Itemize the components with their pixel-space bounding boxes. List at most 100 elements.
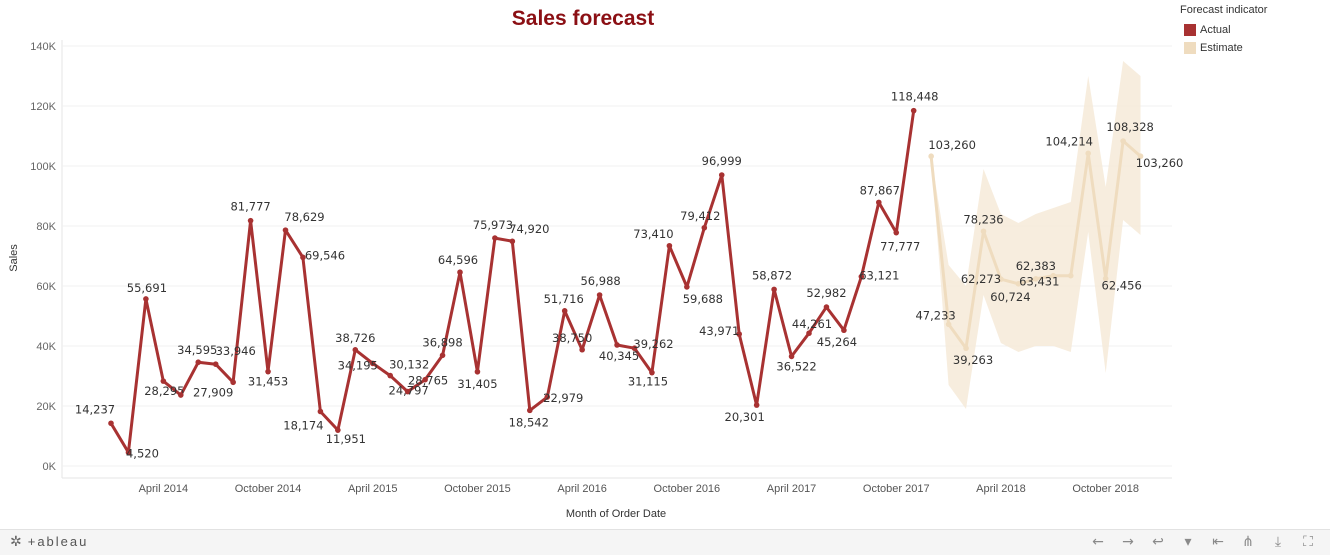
- estimate-point: [1120, 138, 1126, 144]
- actual-point: [457, 269, 463, 276]
- y-tick-label: 140K: [30, 41, 56, 53]
- actual-point: [876, 199, 882, 206]
- actual-point: [265, 368, 271, 375]
- actual-data-label: 118,448: [891, 90, 939, 104]
- actual-point: [718, 172, 725, 178]
- x-tick-label: October 2018: [1072, 483, 1139, 495]
- estimate-point: [1137, 153, 1144, 160]
- actual-data-label: 36,898: [422, 335, 462, 349]
- actual-data-label: 31,405: [457, 377, 497, 391]
- actual-point: [212, 361, 219, 367]
- actual-data-label: 96,999: [702, 154, 742, 168]
- actual-data-label: 30,132: [389, 358, 429, 372]
- actual-data-label: 81,777: [230, 200, 270, 214]
- actual-data-label: 56,988: [580, 274, 620, 288]
- estimate-point: [945, 321, 952, 328]
- tableau-logo-icon: ✲: [10, 533, 24, 549]
- estimate-data-label: 60,724: [990, 290, 1030, 304]
- estimate-data-label: 62,383: [1016, 259, 1056, 273]
- first-icon[interactable]: ⇤: [1212, 534, 1224, 550]
- sales-forecast-chart: 0K 20K 40K 60K 80K 100K 120K 140K April 2014 Octo…: [8, 40, 1183, 520]
- estimate-point: [1033, 276, 1039, 282]
- actual-data-label: 27,909: [193, 385, 233, 399]
- actual-data-label: 4,520: [126, 446, 159, 460]
- redo-icon[interactable]: →: [1122, 534, 1134, 550]
- x-tick-label: October 2017: [863, 483, 930, 495]
- actual-point: [230, 379, 236, 386]
- actual-data-label: 79,412: [680, 209, 720, 223]
- y-tick-label: 100K: [30, 161, 56, 173]
- actual-data-label: 69,546: [305, 248, 345, 262]
- actual-point: [858, 273, 865, 280]
- actual-data-label: 11,951: [326, 432, 366, 446]
- actual-point: [701, 224, 708, 231]
- actual-point: [282, 227, 289, 233]
- actual-point: [125, 449, 132, 456]
- revert-icon[interactable]: ↩: [1152, 534, 1164, 550]
- actual-data-label: 18,174: [283, 418, 323, 432]
- actual-point: [841, 327, 847, 334]
- actual-point: [527, 407, 533, 414]
- actual-point: [108, 420, 114, 427]
- fullscreen-icon[interactable]: ⛶: [1303, 534, 1313, 550]
- actual-data-label: 31,115: [628, 375, 668, 389]
- chart-title: Sales forecast: [511, 7, 655, 30]
- x-tick-label: April 2018: [976, 483, 1026, 495]
- actual-point: [317, 408, 324, 415]
- legend-item-estimate[interactable]: Estimate: [1180, 39, 1328, 57]
- actual-point: [352, 347, 359, 353]
- actual-point: [631, 345, 638, 352]
- actual-data-label: 87,867: [860, 183, 900, 197]
- estimate-data-label: 104,214: [1045, 134, 1093, 148]
- estimate-point: [1085, 150, 1091, 157]
- estimate-data-label: 47,233: [915, 308, 955, 322]
- y-tick-label: 40K: [36, 341, 56, 353]
- y-tick-label: 60K: [36, 281, 56, 293]
- actual-data-label: 22,979: [543, 391, 583, 405]
- download-icon[interactable]: ⤓: [1274, 534, 1282, 550]
- actual-point: [143, 296, 149, 302]
- y-tick-label: 80K: [36, 221, 56, 233]
- actual-point: [300, 254, 306, 261]
- actual-data-label: 73,410: [633, 227, 673, 241]
- actual-point: [335, 427, 341, 433]
- tableau-logo[interactable]: ✲ +ableau: [10, 533, 88, 550]
- estimate-point: [1050, 272, 1057, 279]
- estimate-point: [1015, 281, 1022, 287]
- actual-data-label: 74,920: [509, 222, 549, 236]
- actual-point: [439, 352, 446, 359]
- actual-data-label: 36,522: [776, 359, 816, 373]
- x-tick-label: April 2017: [767, 483, 817, 495]
- legend-title: Forecast indicator: [1180, 4, 1268, 16]
- actual-data-label: 44,261: [792, 317, 832, 331]
- actual-point: [771, 286, 777, 293]
- undo-icon[interactable]: ←: [1092, 534, 1104, 550]
- actual-point: [369, 360, 376, 367]
- actual-data-label: 18,542: [509, 415, 549, 429]
- share-icon[interactable]: ⋔: [1242, 534, 1254, 550]
- estimate-point: [998, 276, 1004, 282]
- actual-data-label: 24,797: [389, 384, 429, 398]
- actual-data-label: 63,121: [859, 269, 899, 283]
- dropdown-icon[interactable]: ▾: [1184, 534, 1192, 550]
- toolbar-buttons: ← → ↩ ▾ ⇤ ⋔ ⤓ ⛶: [1086, 532, 1320, 552]
- actual-data-label: 34,595: [177, 343, 217, 357]
- estimate-data-label: 62,273: [961, 272, 1001, 286]
- actual-data-label: 38,750: [552, 331, 592, 345]
- legend: Forecast indicator Actual Estimate: [1180, 4, 1328, 57]
- actual-data-label: 78,629: [284, 210, 324, 224]
- actual-data-label: 58,872: [752, 268, 792, 282]
- actual-data-label: 28,765: [408, 374, 448, 388]
- actual-point: [160, 378, 167, 384]
- actual-data-label: 64,596: [438, 253, 478, 267]
- actual-point: [614, 342, 620, 348]
- actual-data-label: 43,971: [699, 324, 739, 338]
- x-tick-label: April 2015: [348, 483, 398, 495]
- legend-item-actual[interactable]: Actual: [1180, 21, 1328, 39]
- actual-data-label: 55,691: [127, 281, 167, 295]
- actual-point: [753, 402, 760, 408]
- actual-point: [422, 376, 428, 383]
- x-tick-label: October 2014: [235, 483, 302, 495]
- actual-point: [247, 217, 254, 224]
- actual-point: [910, 107, 917, 114]
